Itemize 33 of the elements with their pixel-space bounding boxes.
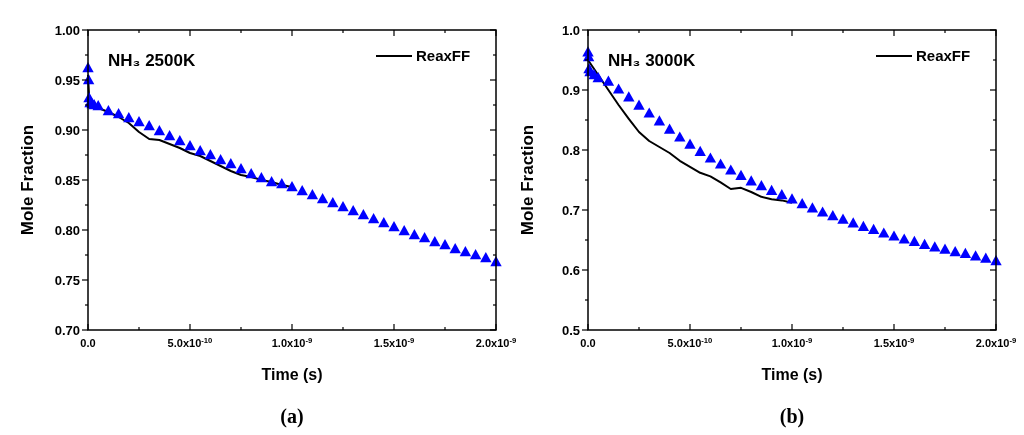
x-tick-label: 0.0	[80, 337, 96, 349]
y-tick-label: 0.7	[561, 203, 580, 218]
y-tick-label: 0.95	[54, 73, 80, 88]
text: NH₃ 3000K	[608, 51, 696, 70]
y-tick-label: 0.5	[561, 323, 580, 338]
y-tick-label: 0.8	[561, 143, 580, 158]
y-axis-title: Mole Fraction	[18, 124, 37, 236]
y-tick-label: 1.00	[54, 23, 80, 38]
y-tick-label: 0.85	[54, 173, 80, 188]
text: (b)	[779, 405, 805, 428]
y-tick-label: 0.70	[54, 323, 80, 338]
legend-label: ReaxFF	[916, 47, 971, 64]
x-tick-label: 0.0	[580, 337, 596, 349]
x-tick-label: 5.0x10$^{-10}$	[667, 335, 713, 349]
y-tick-label: 0.75	[54, 273, 80, 288]
y-tick-label: 1.0	[561, 23, 580, 38]
x-tick-label: 1.5x10$^{-9}$	[873, 335, 915, 349]
legend-label: ReaxFF	[416, 47, 471, 64]
x-axis-title: Time (s)	[761, 366, 823, 383]
y-axis-title: Mole Fraction	[518, 124, 537, 236]
x-tick-label: 2.0x10$^{-9}$	[475, 335, 517, 349]
x-tick-label: 1.0x10$^{-9}$	[771, 335, 813, 349]
y-tick-label: 0.90	[54, 123, 80, 138]
y-tick-label: 0.80	[54, 223, 80, 238]
y-tick-label: 0.9	[561, 83, 580, 98]
x-tick-label: 2.0x10$^{-9}$	[975, 335, 1017, 349]
x-axis-title: Time (s)	[261, 366, 323, 383]
text: (a)	[280, 405, 304, 428]
x-tick-label: 5.0x10$^{-10}$	[167, 335, 213, 349]
x-tick-label: 1.0x10$^{-9}$	[271, 335, 313, 349]
x-tick-label: 1.5x10$^{-9}$	[373, 335, 415, 349]
y-tick-label: 0.6	[561, 263, 580, 278]
text: NH₃ 2500K	[108, 51, 196, 70]
